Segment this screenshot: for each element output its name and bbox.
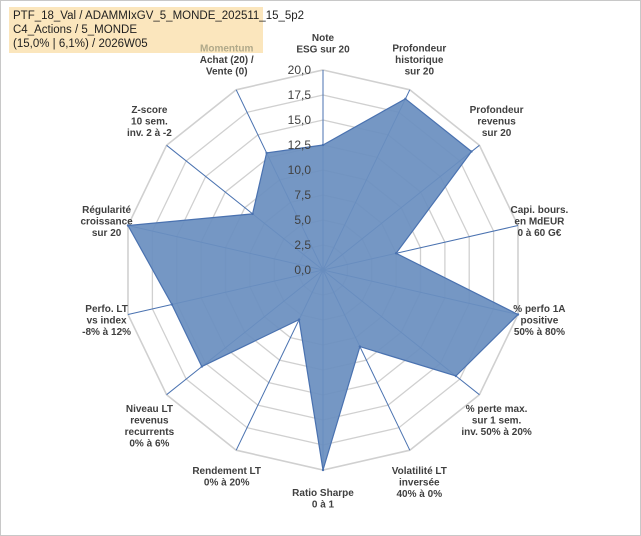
tick-label: 7,5 <box>294 188 311 202</box>
axis-label: Profondeur revenus sur 20 <box>470 105 524 139</box>
portfolio-category: C4_Actions / 5_MONDE <box>13 24 137 36</box>
data-point <box>200 365 203 368</box>
tick-label: 2,5 <box>294 238 311 252</box>
data-point <box>394 252 398 255</box>
tick-label: 17,5 <box>288 88 312 102</box>
axis-label: Note ESG sur 20 <box>296 33 350 56</box>
axis-label: Volatilité LT inversée 40% à 0% <box>392 466 447 500</box>
data-point <box>251 212 254 216</box>
axis-label: Régularité croissance sur 20 <box>80 205 133 239</box>
axis-label: Niveau LT revenus recurrents 0% à 6% <box>125 404 175 450</box>
data-point <box>265 151 268 155</box>
axis-label: Momentum Achat (20) / Vente (0) <box>200 43 254 77</box>
data-point <box>516 313 520 316</box>
tick-label: 12,5 <box>288 138 312 152</box>
tick-label: 10,0 <box>288 163 312 177</box>
axis-label: Rendement LT 0% à 20% <box>192 466 261 489</box>
axis-label: Ratio Sharpe 0 à 1 <box>292 488 354 511</box>
data-point <box>470 150 473 153</box>
portfolio-info-box: PTF_18_Val / ADAMMIxGV_5_MONDE_202511_15… <box>9 7 305 53</box>
tick-label: 0,0 <box>294 263 311 277</box>
axis-label: % perfo 1A positive 50% à 80% <box>513 304 565 338</box>
data-point <box>358 345 362 348</box>
data-point <box>404 97 407 101</box>
portfolio-name: PTF_18_Val / ADAMMIxGV_5_MONDE_202511_15… <box>13 10 305 22</box>
portfolio-stats: (15,0% | 6,1%) / 2026W05 <box>13 38 148 50</box>
tick-label: 5,0 <box>294 213 311 227</box>
data-point <box>297 318 301 321</box>
data-series-area <box>127 98 520 471</box>
data-point <box>321 468 325 472</box>
axis-label: Perfo. LT vs index -8% à 12% <box>82 304 131 338</box>
tick-label: 20,0 <box>288 63 312 77</box>
axis-label: Capi. bours. en MdEUR 0 à 60 G€ <box>511 205 569 239</box>
data-point <box>321 143 325 147</box>
tick-label: 15,0 <box>288 113 312 127</box>
data-point <box>454 374 458 378</box>
axis-label: Profondeur historique sur 20 <box>392 43 446 77</box>
axis-label: Z-score 10 sem. inv. 2 à -2 <box>127 105 172 139</box>
data-point <box>170 303 174 306</box>
axis-label: % perte max. sur 1 sem. inv. 50% à 20% <box>461 404 532 438</box>
data-point <box>126 224 130 227</box>
